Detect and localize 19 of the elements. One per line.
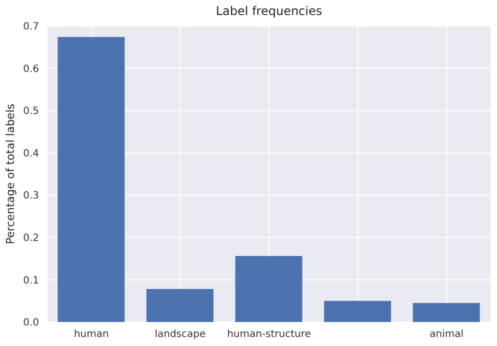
- y-tick-label: 0.0: [23, 318, 39, 329]
- bar: [235, 256, 302, 322]
- bar: [58, 36, 125, 322]
- y-tick-label: 0.7: [23, 22, 39, 33]
- y-tick-label: 0.4: [23, 148, 39, 160]
- bar: [412, 302, 480, 322]
- bar: [324, 300, 392, 322]
- y-tick-label: 0.2: [23, 232, 39, 244]
- x-tick-label: landscape: [154, 329, 206, 340]
- x-tick-label: animal: [430, 329, 464, 340]
- x-tick-label: human-structure: [227, 329, 311, 340]
- y-tick-label: 0.3: [23, 190, 39, 202]
- x-tick-label: human: [74, 329, 109, 340]
- y-tick-label: 0.6: [23, 64, 39, 75]
- y-tick-label: 0.1: [23, 275, 39, 286]
- y-axis-title: Percentage of total labels: [4, 104, 17, 244]
- chart-title: Label frequencies: [214, 4, 324, 18]
- bar: [146, 289, 214, 322]
- y-tick-label: 0.5: [23, 106, 39, 118]
